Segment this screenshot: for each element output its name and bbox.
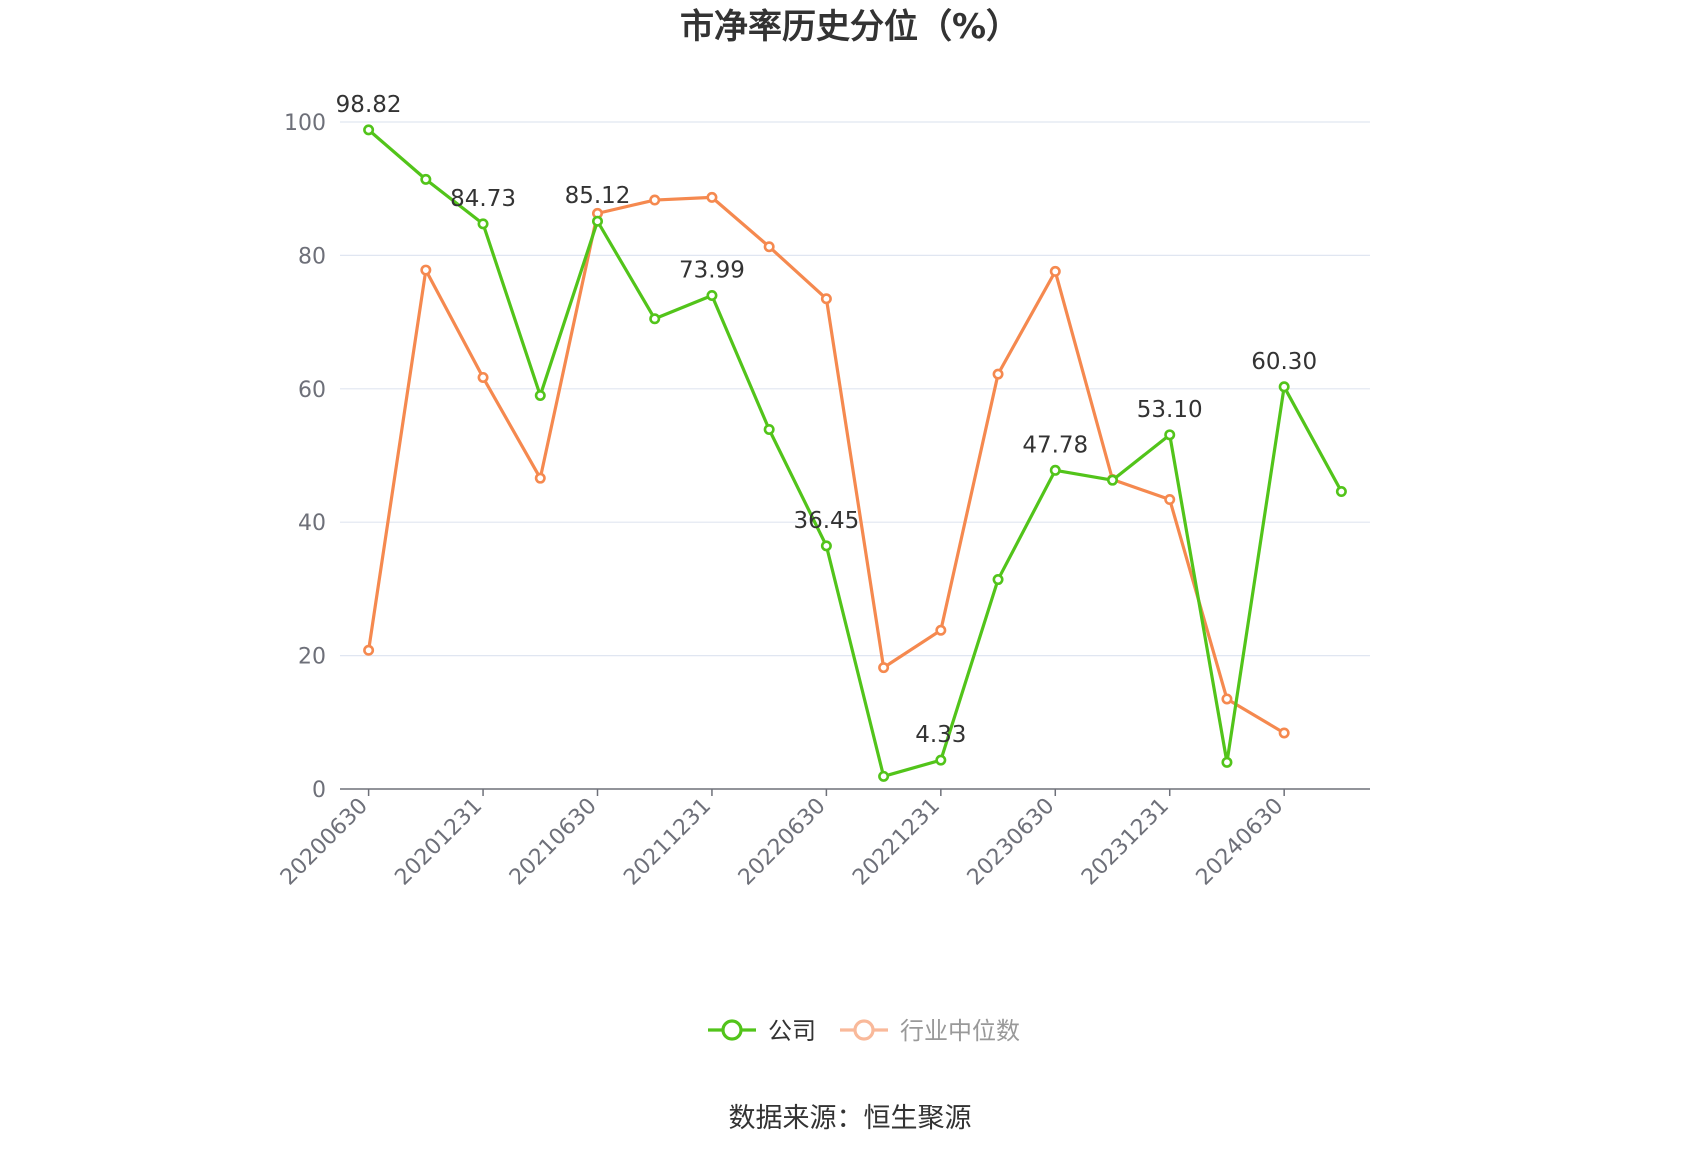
- x-axis: 20200630 20201231 20210630 20211231 20220630…: [276, 788, 1370, 891]
- x-tick-label: 20220630: [734, 794, 831, 891]
- x-tick-label: 20221231: [848, 794, 945, 891]
- series-line-company: [367, 128, 1343, 778]
- x-tick-label: 20210630: [505, 794, 602, 891]
- y-tick-label: 100: [284, 111, 326, 136]
- data-point-company[interactable]: [763, 423, 775, 435]
- data-point-industry-median[interactable]: [534, 472, 546, 484]
- data-point-industry-median[interactable]: [820, 293, 832, 305]
- x-tick-label: 20201231: [390, 794, 487, 891]
- data-point-company[interactable]: [1164, 429, 1176, 441]
- data-label: 47.78: [1022, 432, 1088, 458]
- data-point-company[interactable]: [878, 770, 890, 782]
- data-point-industry-median[interactable]: [706, 191, 718, 203]
- data-label: 53.10: [1137, 397, 1203, 423]
- data-labels: 98.82 84.73 85.12 73.99 36.45 4.33 47.78 53.10 6…: [336, 92, 1317, 748]
- data-point-company[interactable]: [820, 540, 832, 552]
- data-label: 60.30: [1251, 349, 1317, 375]
- data-point-industry-median[interactable]: [363, 644, 375, 656]
- y-tick-label: 20: [298, 645, 326, 670]
- legend-item-industry-median[interactable]: 行业中位数: [840, 1017, 1020, 1045]
- y-tick-label: 60: [298, 378, 326, 403]
- data-point-company[interactable]: [363, 124, 375, 136]
- gridlines: [340, 121, 1370, 657]
- data-point-industry-median[interactable]: [935, 624, 947, 636]
- data-point-industry-median[interactable]: [1049, 265, 1061, 277]
- y-axis: 0 20 40 60 80 100: [284, 111, 326, 803]
- x-tick-label: 20231231: [1077, 794, 1174, 891]
- legend-swatch-marker: [721, 1019, 743, 1041]
- data-point-company[interactable]: [935, 754, 947, 766]
- legend-swatch-marker: [853, 1019, 875, 1041]
- data-point-industry-median[interactable]: [992, 368, 1004, 380]
- data-point-company[interactable]: [1221, 756, 1233, 768]
- y-tick-label: 40: [298, 511, 326, 536]
- series-line-industry-median: [367, 195, 1285, 735]
- x-tick-label: 20211231: [619, 794, 716, 891]
- source-note: 数据来源：恒生聚源: [729, 1103, 972, 1134]
- data-label: 98.82: [336, 92, 402, 118]
- legend-label: 公司: [768, 1017, 816, 1045]
- legend-label: 行业中位数: [900, 1017, 1020, 1045]
- data-point-company[interactable]: [992, 574, 1004, 586]
- legend[interactable]: 公司 行业中位数: [708, 1017, 1020, 1045]
- data-point-company[interactable]: [591, 215, 603, 227]
- data-point-company[interactable]: [420, 173, 432, 185]
- data-point-company[interactable]: [1049, 464, 1061, 476]
- data-point-company[interactable]: [1335, 486, 1347, 498]
- data-point-industry-median[interactable]: [763, 241, 775, 253]
- data-point-company[interactable]: [477, 218, 489, 230]
- data-point-industry-median[interactable]: [1221, 693, 1233, 705]
- data-point-industry-median[interactable]: [649, 194, 661, 206]
- chart-title: 市净率历史分位（%）: [680, 7, 1020, 47]
- x-tick-label: 20200630: [276, 794, 373, 891]
- data-label: 85.12: [565, 183, 631, 209]
- data-label: 36.45: [793, 508, 859, 534]
- data-label: 73.99: [679, 257, 745, 283]
- data-point-company[interactable]: [1278, 381, 1290, 393]
- data-point-company[interactable]: [706, 289, 718, 301]
- data-point-industry-median[interactable]: [878, 662, 890, 674]
- data-point-company[interactable]: [1107, 474, 1119, 486]
- data-point-industry-median[interactable]: [1164, 494, 1176, 506]
- data-point-industry-median[interactable]: [1278, 727, 1290, 739]
- data-point-industry-median[interactable]: [477, 371, 489, 383]
- y-tick-label: 80: [298, 244, 326, 269]
- legend-item-company[interactable]: 公司: [708, 1017, 816, 1045]
- series-group: [363, 124, 1347, 782]
- y-tick-label: 0: [312, 778, 326, 803]
- x-tick-label: 20230630: [963, 794, 1060, 891]
- data-label: 4.33: [915, 722, 966, 748]
- data-label: 84.73: [450, 186, 516, 212]
- x-tick-label: 20240630: [1192, 794, 1289, 891]
- data-point-company[interactable]: [534, 389, 546, 401]
- data-point-industry-median[interactable]: [420, 264, 432, 276]
- data-point-company[interactable]: [649, 313, 661, 325]
